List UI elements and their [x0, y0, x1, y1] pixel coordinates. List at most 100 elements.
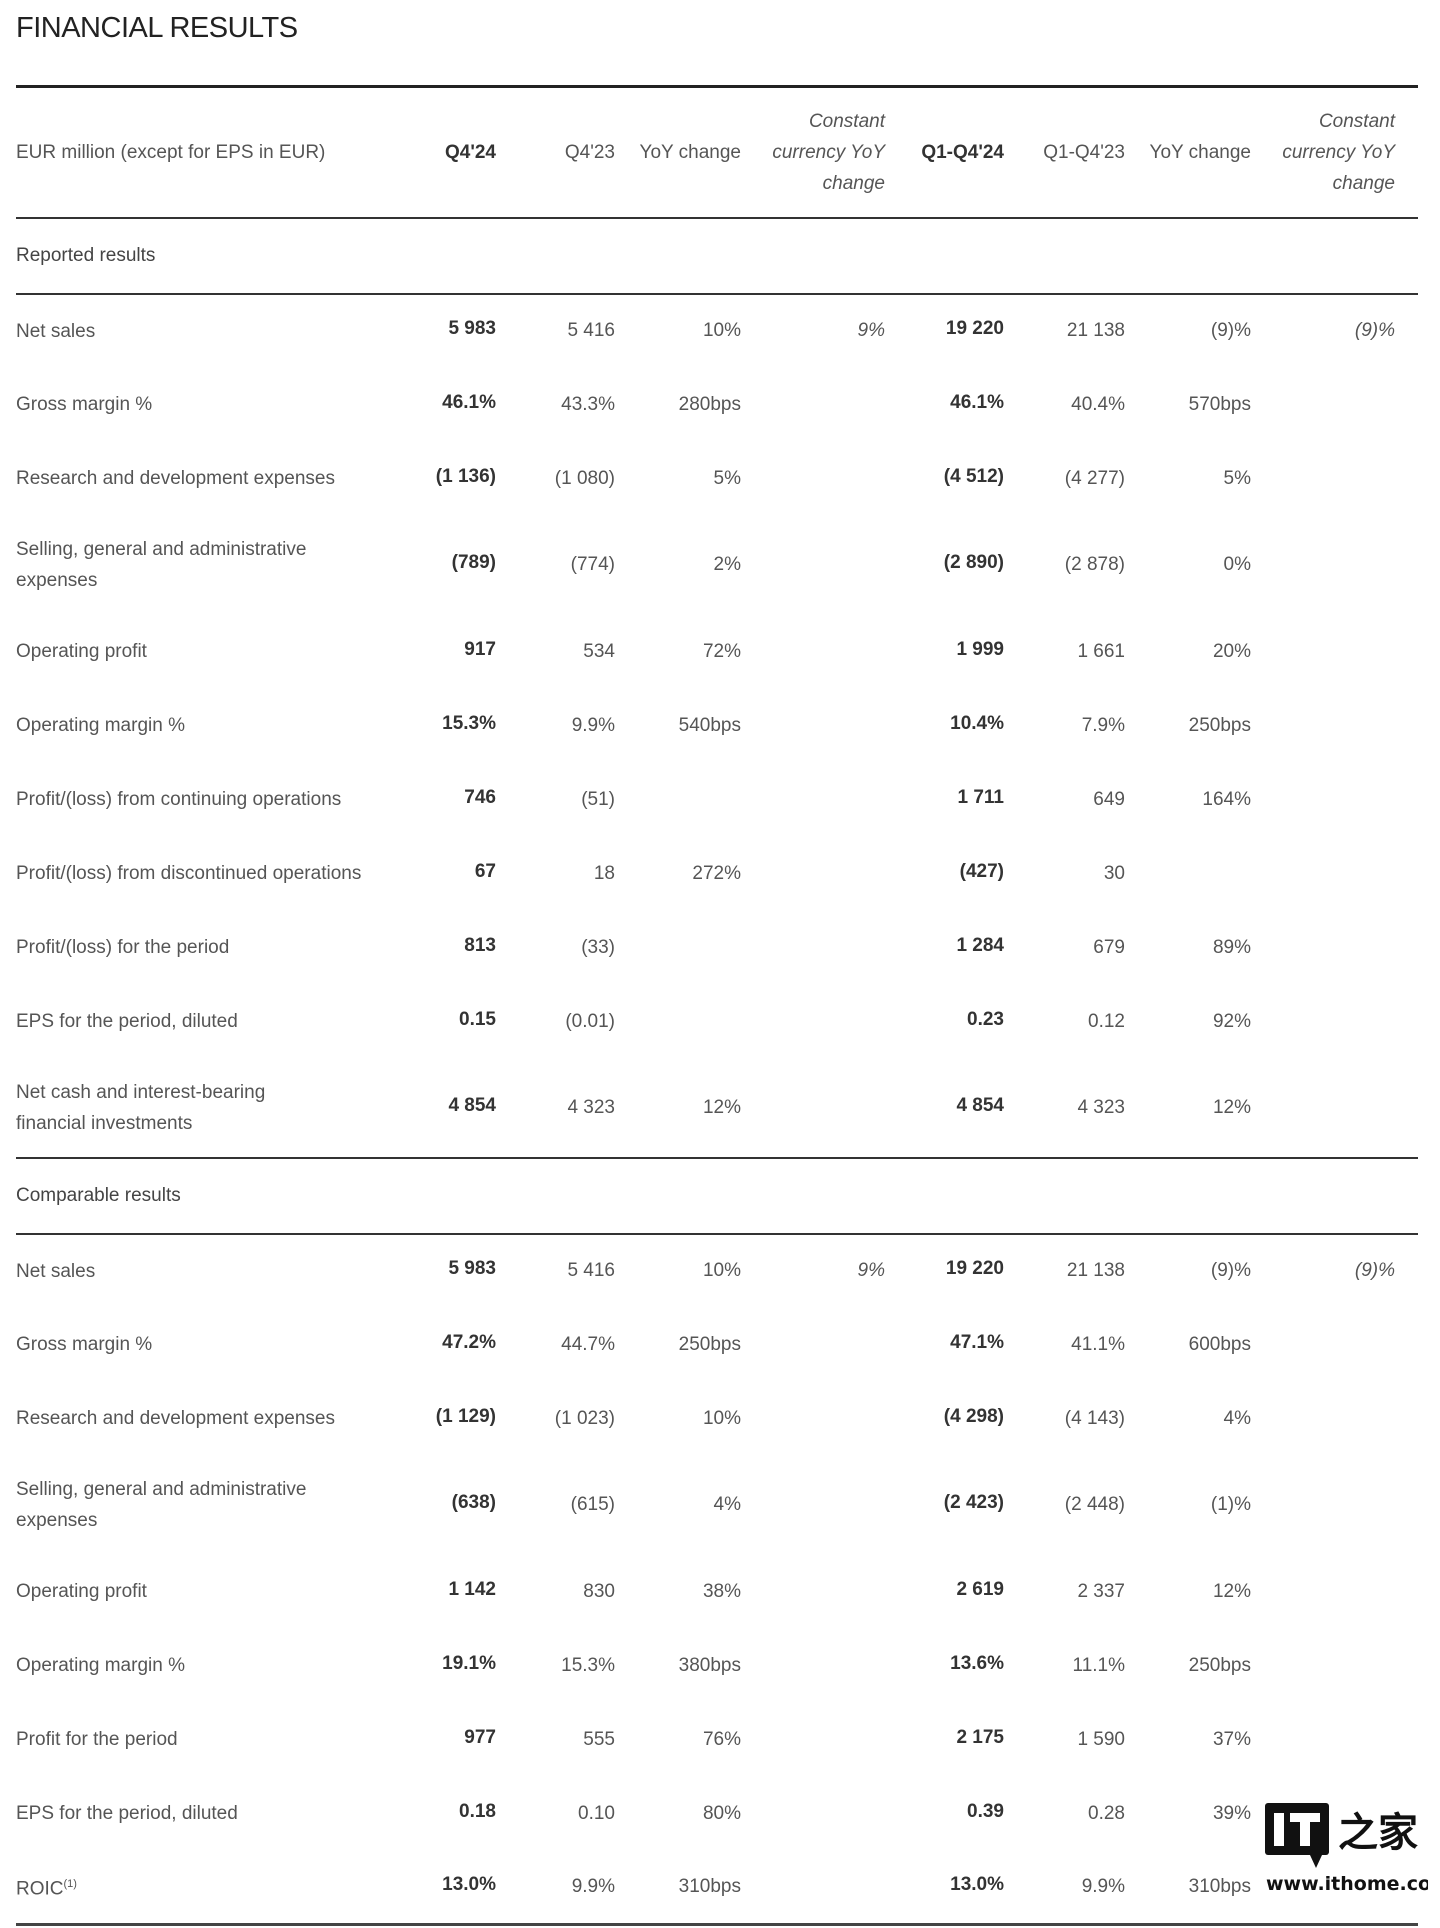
value-cell: 1 661 — [1077, 640, 1125, 662]
value-cell: 7.9% — [1081, 714, 1125, 736]
value-cell: 5 983 — [448, 318, 496, 339]
header-constant-currency-q: Constant currency YoY change — [772, 110, 885, 194]
row-label: Profit for the period — [16, 1703, 400, 1777]
value-cell — [615, 985, 741, 1059]
row-label-text: Operating profit — [16, 1581, 147, 1602]
value-cell: (4 512) — [943, 465, 1004, 487]
value-cell: 977 — [464, 1726, 496, 1748]
spacer-cell — [1395, 368, 1418, 442]
table-row: Net sales 5 983 5 416 10% 9% 19 220 21 138 (9)%… — [16, 294, 1418, 368]
row-label-text: Net cash and interest-bearing financial … — [16, 1081, 266, 1134]
header-q1-q4-23: Q1-Q4'23 — [1043, 141, 1125, 163]
value-cell — [1251, 368, 1395, 442]
value-cell — [741, 1629, 885, 1703]
spacer-cell — [1395, 1629, 1418, 1703]
value-cell: 72% — [702, 640, 741, 662]
value-cell — [741, 1382, 885, 1456]
value-cell: 13.0% — [442, 1873, 496, 1895]
table-row: Research and development expenses (1 129)… — [16, 1382, 1418, 1456]
value-cell: (51) — [581, 788, 615, 810]
value-cell — [1251, 516, 1395, 615]
value-cell — [1251, 1059, 1395, 1158]
spacer-cell — [1395, 1456, 1418, 1555]
row-label: ROIC(1) — [16, 1851, 400, 1925]
page-title: FINANCIAL RESULTS — [16, 12, 298, 44]
value-cell: (9)% — [1354, 320, 1395, 341]
value-cell: (4 143) — [1064, 1407, 1125, 1429]
spacer-cell — [1395, 1059, 1418, 1158]
value-cell — [741, 1308, 885, 1382]
value-cell: (615) — [570, 1494, 615, 1515]
table-row: Operating profit 917 534 72% 1 999 1 661 20% — [16, 615, 1418, 689]
value-cell: 2% — [713, 554, 741, 575]
row-label: Operating profit — [16, 1555, 400, 1629]
value-cell: (2 448) — [1064, 1494, 1125, 1515]
row-label-text: Net sales — [16, 320, 96, 342]
value-cell — [1251, 1555, 1395, 1629]
value-cell — [741, 1456, 885, 1555]
row-label-text: EPS for the period, diluted — [16, 1011, 238, 1032]
value-cell: 47.2% — [442, 1331, 496, 1353]
spacer-cell — [1395, 1382, 1418, 1456]
row-label-text: Gross margin % — [16, 1334, 153, 1355]
value-cell: (9)% — [1210, 1260, 1251, 1281]
value-cell: 12% — [1212, 1096, 1251, 1118]
header-q4-24: Q4'24 — [445, 141, 496, 163]
value-cell: (427) — [959, 860, 1004, 882]
value-cell — [1251, 837, 1395, 911]
value-cell: 5 983 — [448, 1258, 496, 1279]
row-label: Research and development expenses — [16, 442, 400, 516]
value-cell: 40.4% — [1071, 393, 1125, 415]
value-cell: 4 323 — [1077, 1096, 1125, 1118]
row-label-text: Profit/(loss) from discontinued operatio… — [16, 863, 362, 884]
value-cell: (9)% — [1210, 320, 1251, 341]
value-cell: (9)% — [1354, 1260, 1395, 1281]
value-cell: 4% — [1223, 1407, 1251, 1429]
value-cell: 0.39 — [967, 1800, 1004, 1822]
row-label: Profit/(loss) from continuing operations — [16, 763, 400, 837]
value-cell: 1 142 — [448, 1578, 496, 1600]
value-cell — [741, 368, 885, 442]
value-cell: (1 023) — [554, 1407, 615, 1429]
value-cell — [741, 1703, 885, 1777]
value-cell: 600bps — [1188, 1333, 1251, 1355]
table-row: EPS for the period, diluted 0.18 0.10 80% 0.… — [16, 1777, 1418, 1851]
value-cell: 41.1% — [1071, 1333, 1125, 1355]
spacer-cell — [1395, 516, 1418, 615]
value-cell: 43.3% — [561, 393, 615, 415]
value-cell: 12% — [1212, 1580, 1251, 1602]
value-cell: 10% — [702, 320, 741, 341]
value-cell: 9.9% — [571, 1875, 615, 1897]
spacer-cell — [1395, 442, 1418, 516]
value-cell: 67 — [474, 860, 496, 882]
value-cell — [741, 911, 885, 985]
value-cell — [1251, 1629, 1395, 1703]
value-cell: 830 — [583, 1580, 615, 1602]
value-cell: 0.12 — [1088, 1010, 1125, 1032]
spacer-cell — [1395, 985, 1418, 1059]
value-cell: 10% — [702, 1260, 741, 1281]
row-label: Net sales — [16, 1234, 400, 1308]
row-label-text: Research and development expenses — [16, 468, 335, 489]
header-q1-q4-24: Q1-Q4'24 — [921, 141, 1004, 163]
value-cell — [615, 763, 741, 837]
value-cell — [741, 689, 885, 763]
value-cell: 10.4% — [950, 712, 1004, 734]
value-cell: 1 284 — [956, 934, 1004, 956]
section-header-row: Reported results — [16, 218, 1418, 294]
value-cell: 250bps — [1188, 714, 1251, 736]
spacer-cell — [1395, 763, 1418, 837]
table-row: Net sales 5 983 5 416 10% 9% 19 220 21 138 (9)%… — [16, 1234, 1418, 1308]
value-cell: 649 — [1093, 788, 1125, 810]
value-cell — [1125, 837, 1251, 911]
value-cell: (1 136) — [435, 465, 496, 487]
table-row: Operating profit 1 142 830 38% 2 619 2 337 12% — [16, 1555, 1418, 1629]
spacer-cell — [1395, 1555, 1418, 1629]
value-cell — [1251, 1308, 1395, 1382]
row-label-text: Profit/(loss) for the period — [16, 937, 230, 958]
table-row: Profit/(loss) from discontinued operatio… — [16, 837, 1418, 911]
row-label: Operating profit — [16, 615, 400, 689]
value-cell: 540bps — [678, 714, 741, 736]
value-cell — [1251, 763, 1395, 837]
row-label-text: Operating margin % — [16, 1655, 185, 1676]
